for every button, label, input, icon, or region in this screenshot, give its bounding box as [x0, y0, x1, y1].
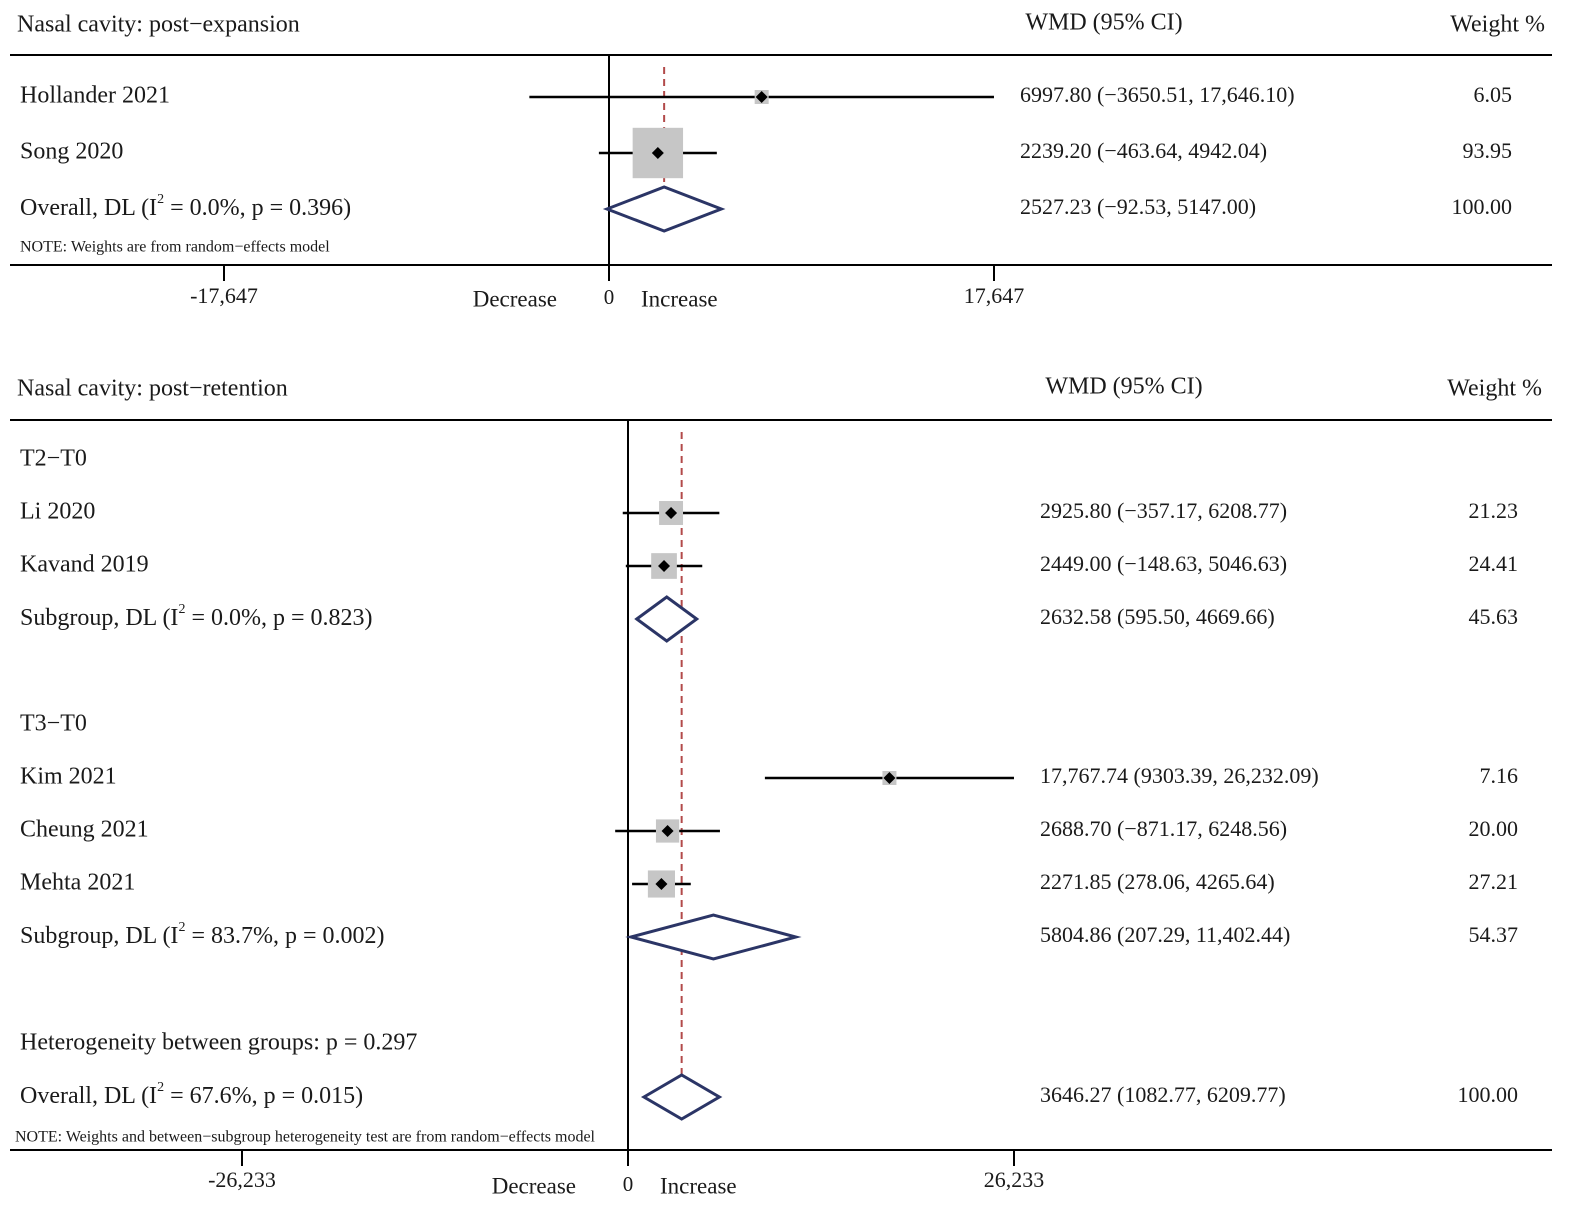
- point-estimate-marker: [658, 560, 671, 572]
- pooled-label-rest: = 0.0%, p = 0.823): [185, 605, 372, 631]
- pooled-label-rest: = 67.6%, p = 0.015): [164, 1083, 363, 1109]
- point-estimate-marker: [883, 772, 896, 784]
- study-label: Li 2020: [20, 499, 95, 525]
- weight-text: 7.16: [1480, 763, 1519, 788]
- x-tick-label: 26,233: [984, 1167, 1045, 1192]
- study-label: Song 2020: [20, 139, 123, 165]
- pooled-label-main: Overall, DL (I: [20, 195, 157, 221]
- effect-ci-text: 5804.86 (207.29, 11,402.44): [1040, 922, 1290, 947]
- panel-title: Nasal cavity: post−retention: [17, 376, 288, 402]
- pooled-diamond: [602, 185, 726, 233]
- pooled-diamond: [625, 913, 802, 961]
- i-squared-superscript: 2: [157, 192, 164, 207]
- decrease-direction-label: Decrease: [473, 286, 557, 311]
- effect-ci-text: 2271.85 (278.06, 4265.64): [1040, 869, 1275, 894]
- study-label: Cheung 2021: [20, 817, 149, 843]
- weight-text: 24.41: [1469, 551, 1519, 576]
- heterogeneity-text: Heterogeneity between groups: p = 0.297: [20, 1030, 417, 1056]
- weight-text: 21.23: [1469, 498, 1519, 523]
- effect-ci-text: 2632.58 (595.50, 4669.66): [1040, 604, 1275, 629]
- pooled-label-rest: = 83.7%, p = 0.002): [185, 923, 384, 949]
- pooled-diamond: [640, 1073, 723, 1121]
- subgroup-heading: T3−T0: [20, 711, 87, 737]
- effect-ci-text: 2925.80 (−357.17, 6208.77): [1040, 498, 1287, 523]
- effect-column-header: WMD (95% CI): [1045, 374, 1202, 400]
- decrease-direction-label: Decrease: [492, 1173, 576, 1198]
- weight-text: 6.05: [1474, 82, 1513, 107]
- weight-column-header: Weight %: [1447, 376, 1542, 402]
- point-estimate-marker: [661, 825, 674, 837]
- effect-ci-text: 2449.00 (−148.63, 5046.63): [1040, 551, 1287, 576]
- weight-text: 27.21: [1469, 869, 1519, 894]
- study-label: Mehta 2021: [20, 870, 135, 896]
- pooled-label-main: Subgroup, DL (I: [20, 923, 178, 949]
- weight-text: 100.00: [1458, 1082, 1519, 1107]
- weight-column-header: Weight %: [1450, 12, 1545, 38]
- pooled-label-rest: = 0.0%, p = 0.396): [164, 195, 351, 221]
- weight-text: 100.00: [1452, 194, 1513, 219]
- pooled-diamond: [634, 595, 700, 643]
- point-estimate-marker: [665, 507, 678, 519]
- x-tick-label: -26,233: [208, 1167, 276, 1192]
- i-squared-superscript: 2: [178, 602, 185, 617]
- i-squared-superscript: 2: [178, 920, 185, 935]
- weight-text: 54.37: [1469, 922, 1519, 947]
- overall-label: Overall, DL (I2 = 0.0%, p = 0.396): [20, 192, 351, 220]
- effect-ci-text: 2527.23 (−92.53, 5147.00): [1020, 194, 1256, 219]
- weight-text: 93.95: [1463, 138, 1513, 163]
- study-label: Kim 2021: [20, 764, 117, 790]
- forest-panel-1: Nasal cavity: post−expansion WMD (95% CI)…: [10, 10, 1552, 311]
- effect-ci-text: 2688.70 (−871.17, 6248.56): [1040, 816, 1287, 841]
- overall-label: Overall, DL (I2 = 67.6%, p = 0.015): [20, 1080, 363, 1108]
- increase-direction-label: Increase: [641, 286, 718, 311]
- effect-ci-text: 17,767.74 (9303.39, 26,232.09): [1040, 763, 1319, 788]
- footnote: NOTE: Weights are from random−effects mo…: [20, 239, 330, 256]
- x-tick-label: 0: [604, 285, 615, 309]
- point-estimate-marker: [655, 878, 668, 890]
- study-label: Hollander 2021: [20, 83, 170, 109]
- panel-title: Nasal cavity: post−expansion: [17, 12, 300, 38]
- x-tick-label: 17,647: [964, 283, 1025, 308]
- study-label: Kavand 2019: [20, 552, 149, 578]
- increase-direction-label: Increase: [660, 1173, 737, 1198]
- effect-ci-text: 2239.20 (−463.64, 4942.04): [1020, 138, 1267, 163]
- subgroup-heading: T2−T0: [20, 446, 87, 472]
- effect-ci-text: 6997.80 (−3650.51, 17,646.10): [1020, 82, 1295, 107]
- effect-ci-text: 3646.27 (1082.77, 6209.77): [1040, 1082, 1286, 1107]
- pooled-label-main: Overall, DL (I: [20, 1083, 157, 1109]
- point-estimate-marker: [755, 91, 768, 103]
- subgroup-label: Subgroup, DL (I2 = 0.0%, p = 0.823): [20, 602, 373, 630]
- subgroup-label: Subgroup, DL (I2 = 83.7%, p = 0.002): [20, 920, 385, 948]
- i-squared-superscript: 2: [157, 1080, 164, 1095]
- forest-panel-2: Nasal cavity: post−retention WMD (95% CI)…: [10, 374, 1552, 1198]
- x-tick-label: 0: [623, 1172, 634, 1196]
- pooled-label-main: Subgroup, DL (I: [20, 605, 178, 631]
- effect-column-header: WMD (95% CI): [1025, 10, 1182, 36]
- point-estimate-marker: [651, 147, 664, 159]
- footnote: NOTE: Weights and between−subgroup heter…: [15, 1129, 596, 1146]
- weight-text: 20.00: [1469, 816, 1519, 841]
- weight-text: 45.63: [1469, 604, 1519, 629]
- x-tick-label: -17,647: [190, 283, 258, 308]
